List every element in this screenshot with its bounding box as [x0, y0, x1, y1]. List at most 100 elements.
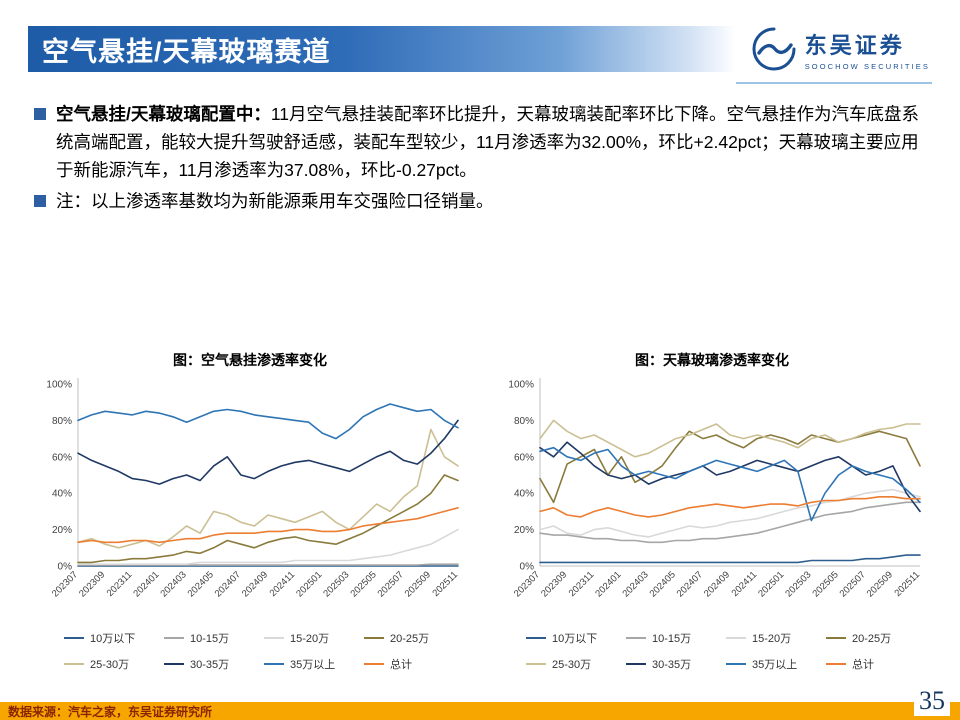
brand-name-en: SOOCHOW SECURITIES — [804, 61, 930, 71]
legend-item: 总计 — [826, 656, 922, 672]
legend-line-mark — [726, 662, 746, 666]
canopy-glass-chart-block: 图：天幕玻璃渗透率变化 0% 20% 40% 60% 80% 100% 202307 2023… — [492, 350, 932, 672]
bullet-1-body: 11月空气悬挂装配率环比提升，天幕玻璃装配率环比下降。空气悬挂作为汽车底盘系统高… — [56, 104, 920, 180]
x-tick-label: 202403 — [620, 569, 650, 599]
series-line-20-25万 — [77, 474, 459, 564]
body-text: 空气悬挂/天幕玻璃配置中：11月空气悬挂装配率环比提升，天幕玻璃装配率环比下降。… — [34, 100, 934, 218]
brand-name: 东吴证券 SOOCHOW SECURITIES — [805, 28, 930, 71]
legend-item: 35万以上 — [264, 656, 360, 672]
y-tick-label: 0% — [520, 562, 535, 573]
y-tick-label: 40% — [514, 489, 534, 500]
legend-label: 10-15万 — [190, 633, 230, 645]
legend-item: 25-30万 — [64, 656, 160, 672]
brand-name-cn: 东吴证券 — [804, 32, 905, 58]
legend-line-mark — [626, 636, 646, 640]
legend-label: 20-25万 — [852, 633, 892, 645]
legend-line-mark — [826, 636, 846, 640]
air-suspension-chart-block: 图：空气悬挂渗透率变化 0% 20% 40% 60% 80% 100% 202307 2023… — [30, 350, 470, 672]
series-line-15-20万 — [77, 528, 459, 565]
legend-label: 35万以上 — [752, 659, 798, 671]
legend-item: 15-20万 — [264, 630, 360, 646]
legend-line-mark — [164, 636, 184, 640]
y-tick-label: 20% — [52, 525, 72, 536]
x-tick-label: 202309 — [539, 569, 569, 599]
legend-label: 10万以下 — [90, 633, 136, 645]
x-tick-label: 202405 — [186, 569, 216, 599]
brand-logo: 东吴证券 SOOCHOW SECURITIES — [751, 26, 930, 72]
y-tick-label: 100% — [508, 380, 534, 391]
series-line-15-20万 — [539, 488, 921, 538]
x-tick-label: 202307 — [512, 569, 542, 599]
series-line-35万以上 — [539, 446, 921, 522]
legend-line-mark — [526, 636, 546, 640]
canopy-glass-chart: 0%20%40%60%80%100%2023072023092023112024… — [508, 378, 922, 600]
x-tick-label: 202509 — [403, 569, 433, 599]
y-tick-label: 0% — [58, 562, 73, 573]
x-tick-label: 202407 — [213, 569, 243, 599]
air-suspension-legend: 10万以下 10-15万 15-20万 20-25万 25-30万 30-35万 35万以上… — [30, 626, 470, 672]
data-source-note: 数据来源：汽车之家，东吴证券研究所 — [8, 704, 213, 719]
legend-label: 总计 — [390, 659, 412, 671]
y-tick-label: 80% — [514, 416, 534, 427]
x-tick-label: 202311 — [567, 569, 597, 599]
x-tick-label: 202401 — [593, 569, 623, 599]
legend-item: 25-30万 — [526, 656, 622, 672]
y-tick-label: 100% — [46, 380, 72, 391]
page-number: 35 — [914, 688, 950, 716]
legend-item: 35万以上 — [726, 656, 822, 672]
legend-item: 10万以下 — [64, 630, 160, 646]
x-tick-label: 202409 — [702, 569, 732, 599]
x-tick-label: 202403 — [158, 569, 188, 599]
legend-line-mark — [264, 662, 284, 666]
legend-item: 20-25万 — [826, 630, 922, 646]
series-line-总计 — [77, 507, 459, 544]
air-suspension-chart: 0%20%40%60%80%100%2023072023092023112024… — [46, 378, 460, 600]
y-tick-label: 60% — [52, 452, 72, 463]
bullet-point-1: 空气悬挂/天幕玻璃配置中：11月空气悬挂装配率环比提升，天幕玻璃装配率环比下降。… — [34, 100, 934, 184]
legend-line-mark — [64, 662, 84, 666]
footer-bar: 数据来源：汽车之家，东吴证券研究所 — [0, 702, 960, 720]
air-suspension-chart-title: 图：空气悬挂渗透率变化 — [173, 352, 327, 368]
bullet-point-2: 注：以上渗透率基数均为新能源乘用车交强险口径销量。 — [34, 187, 934, 215]
y-tick-label: 40% — [52, 489, 72, 500]
legend-item: 10-15万 — [626, 630, 722, 646]
bullet-square-icon — [34, 195, 46, 207]
legend-label: 20-25万 — [390, 633, 430, 645]
legend-line-mark — [164, 662, 184, 666]
series-line-25-30万 — [77, 428, 459, 549]
series-line-10万以下 — [539, 554, 921, 564]
legend-line-mark — [826, 662, 846, 666]
bullet-square-icon — [34, 108, 46, 120]
bullet-2-text: 注：以上渗透率基数均为新能源乘用车交强险口径销量。 — [56, 191, 494, 211]
x-tick-label: 202411 — [730, 569, 760, 599]
x-tick-label: 202401 — [131, 569, 161, 599]
x-tick-label: 202511 — [892, 569, 922, 599]
legend-item: 10万以下 — [526, 630, 622, 646]
x-tick-label: 202405 — [648, 569, 678, 599]
x-tick-label: 202307 — [50, 569, 80, 599]
canopy-glass-chart-title: 图：天幕玻璃渗透率变化 — [635, 352, 789, 368]
slide-title-bar: 空气悬挂/天幕玻璃赛道 — [28, 26, 736, 72]
legend-label: 15-20万 — [752, 633, 792, 645]
logo-underline-divider — [736, 82, 932, 84]
legend-label: 25-30万 — [90, 659, 130, 671]
x-tick-label: 202503 — [783, 569, 813, 599]
legend-line-mark — [264, 636, 284, 640]
soochow-logo-icon — [752, 27, 796, 71]
legend-label: 30-35万 — [652, 659, 692, 671]
x-tick-label: 202507 — [376, 569, 406, 599]
legend-item: 30-35万 — [164, 656, 260, 672]
legend-item: 20-25万 — [364, 630, 460, 646]
legend-item: 15-20万 — [726, 630, 822, 646]
legend-label: 总计 — [852, 659, 874, 671]
legend-label: 10万以下 — [552, 633, 598, 645]
page-title: 空气悬挂/天幕玻璃赛道 — [42, 36, 331, 67]
x-tick-label: 202503 — [321, 569, 351, 599]
series-line-30-35万 — [77, 419, 459, 485]
legend-item: 10-15万 — [164, 630, 260, 646]
legend-line-mark — [726, 636, 746, 640]
y-tick-label: 80% — [52, 416, 72, 427]
x-tick-label: 202501 — [294, 569, 324, 599]
legend-item: 30-35万 — [626, 656, 722, 672]
